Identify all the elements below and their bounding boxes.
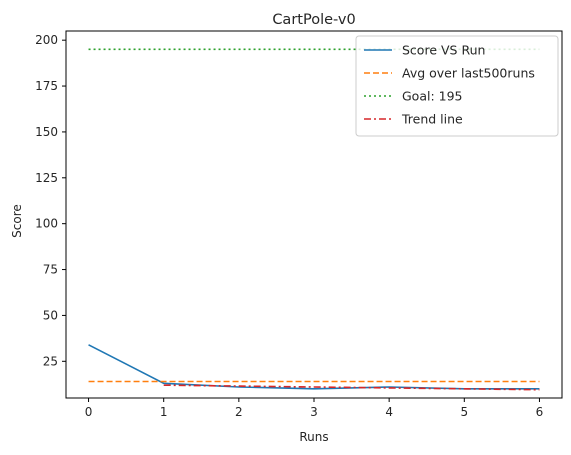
y-axis-title: Score — [10, 204, 24, 238]
chart-title: CartPole-v0 — [272, 12, 355, 28]
x-tick-label: 0 — [85, 405, 93, 419]
x-tick-label: 6 — [536, 405, 544, 419]
x-tick-label: 2 — [235, 405, 243, 419]
legend-label-4: Trend line — [401, 112, 463, 127]
y-tick-label: 100 — [35, 217, 58, 231]
y-tick-label: 175 — [35, 79, 58, 93]
y-tick-label: 125 — [35, 171, 58, 185]
x-tick-label: 1 — [160, 405, 168, 419]
y-tick-label: 150 — [35, 125, 58, 139]
x-tick-label: 4 — [385, 405, 393, 419]
x-tick-label: 5 — [460, 405, 468, 419]
y-tick-label: 25 — [43, 354, 58, 368]
legend: Score VS Run Avg over last500runs Goal: 19… — [356, 36, 558, 136]
y-tick-label: 75 — [43, 263, 58, 277]
legend-label-2: Avg over last500runs — [402, 66, 535, 81]
x-tick-label: 3 — [310, 405, 318, 419]
legend-label-1: Score VS Run — [402, 43, 485, 58]
y-tick-label: 200 — [35, 33, 58, 47]
legend-label-3: Goal: 195 — [402, 89, 463, 104]
y-tick-label: 50 — [43, 308, 58, 322]
x-axis-title: Runs — [299, 430, 328, 444]
